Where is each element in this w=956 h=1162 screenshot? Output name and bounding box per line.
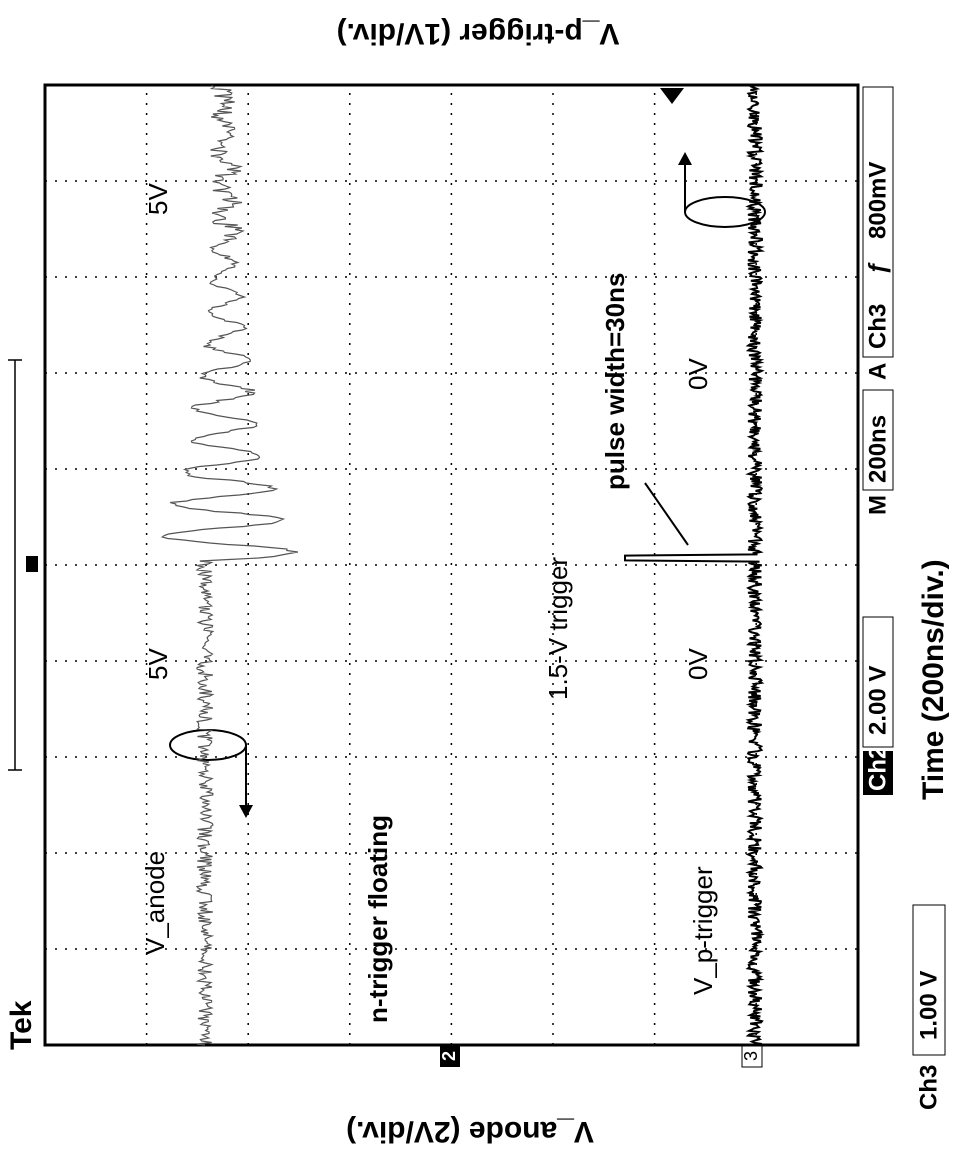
pulse-arrow [644,482,689,546]
annotation: 5V [143,183,173,215]
status-text: 2.00 V [864,666,891,735]
annotation: V_p-trigger [688,866,718,995]
ch2-marker: 2 [439,1051,459,1061]
logo: Tek [5,1000,38,1050]
status-box [862,86,894,358]
anode-trace [160,84,299,1046]
top-axis-label: V_p-trigger (1V/div.) [337,17,620,50]
annotation: pulse width=30ns [600,273,630,490]
ch3-marker: 3 [741,1051,761,1061]
trigger-position-marker [26,556,38,572]
p-arrowhead [678,152,692,165]
annotation: V_anode [140,851,170,955]
annotation: 1.5-V trigger [543,557,573,700]
status-text: A [864,363,891,380]
ch2-label-box [863,751,893,795]
anode-arrowhead [239,805,253,818]
annotation: 0V [683,648,713,680]
annotation: 5V [143,648,173,680]
ch2-marker-box [440,1045,460,1067]
status-text: M [864,495,891,515]
status-box [862,616,894,748]
status-text: Ch3 [915,1065,942,1110]
status-box [912,904,946,1056]
status-text: Ch2 [864,746,891,791]
scope-frame: Tek V_anode n-trigger floating V_p-trigg… [5,83,950,1110]
status-text: ƒ [864,262,891,275]
status-text: 1.00 V [915,971,942,1040]
status-text: Ch3 [864,304,891,349]
time-axis-label: Time (200ns/div.) [917,559,950,800]
bottom-axis-label: V_anode (2V/div.) [346,1115,594,1148]
annotation: 0V [683,358,713,390]
status-text: 800mV [864,162,891,239]
p-trigger-trace [624,84,766,1046]
trigger-level-marker [660,88,684,104]
status-text: 200ns [864,415,891,483]
annotation: n-trigger floating [363,815,393,1023]
status-box [862,389,894,491]
